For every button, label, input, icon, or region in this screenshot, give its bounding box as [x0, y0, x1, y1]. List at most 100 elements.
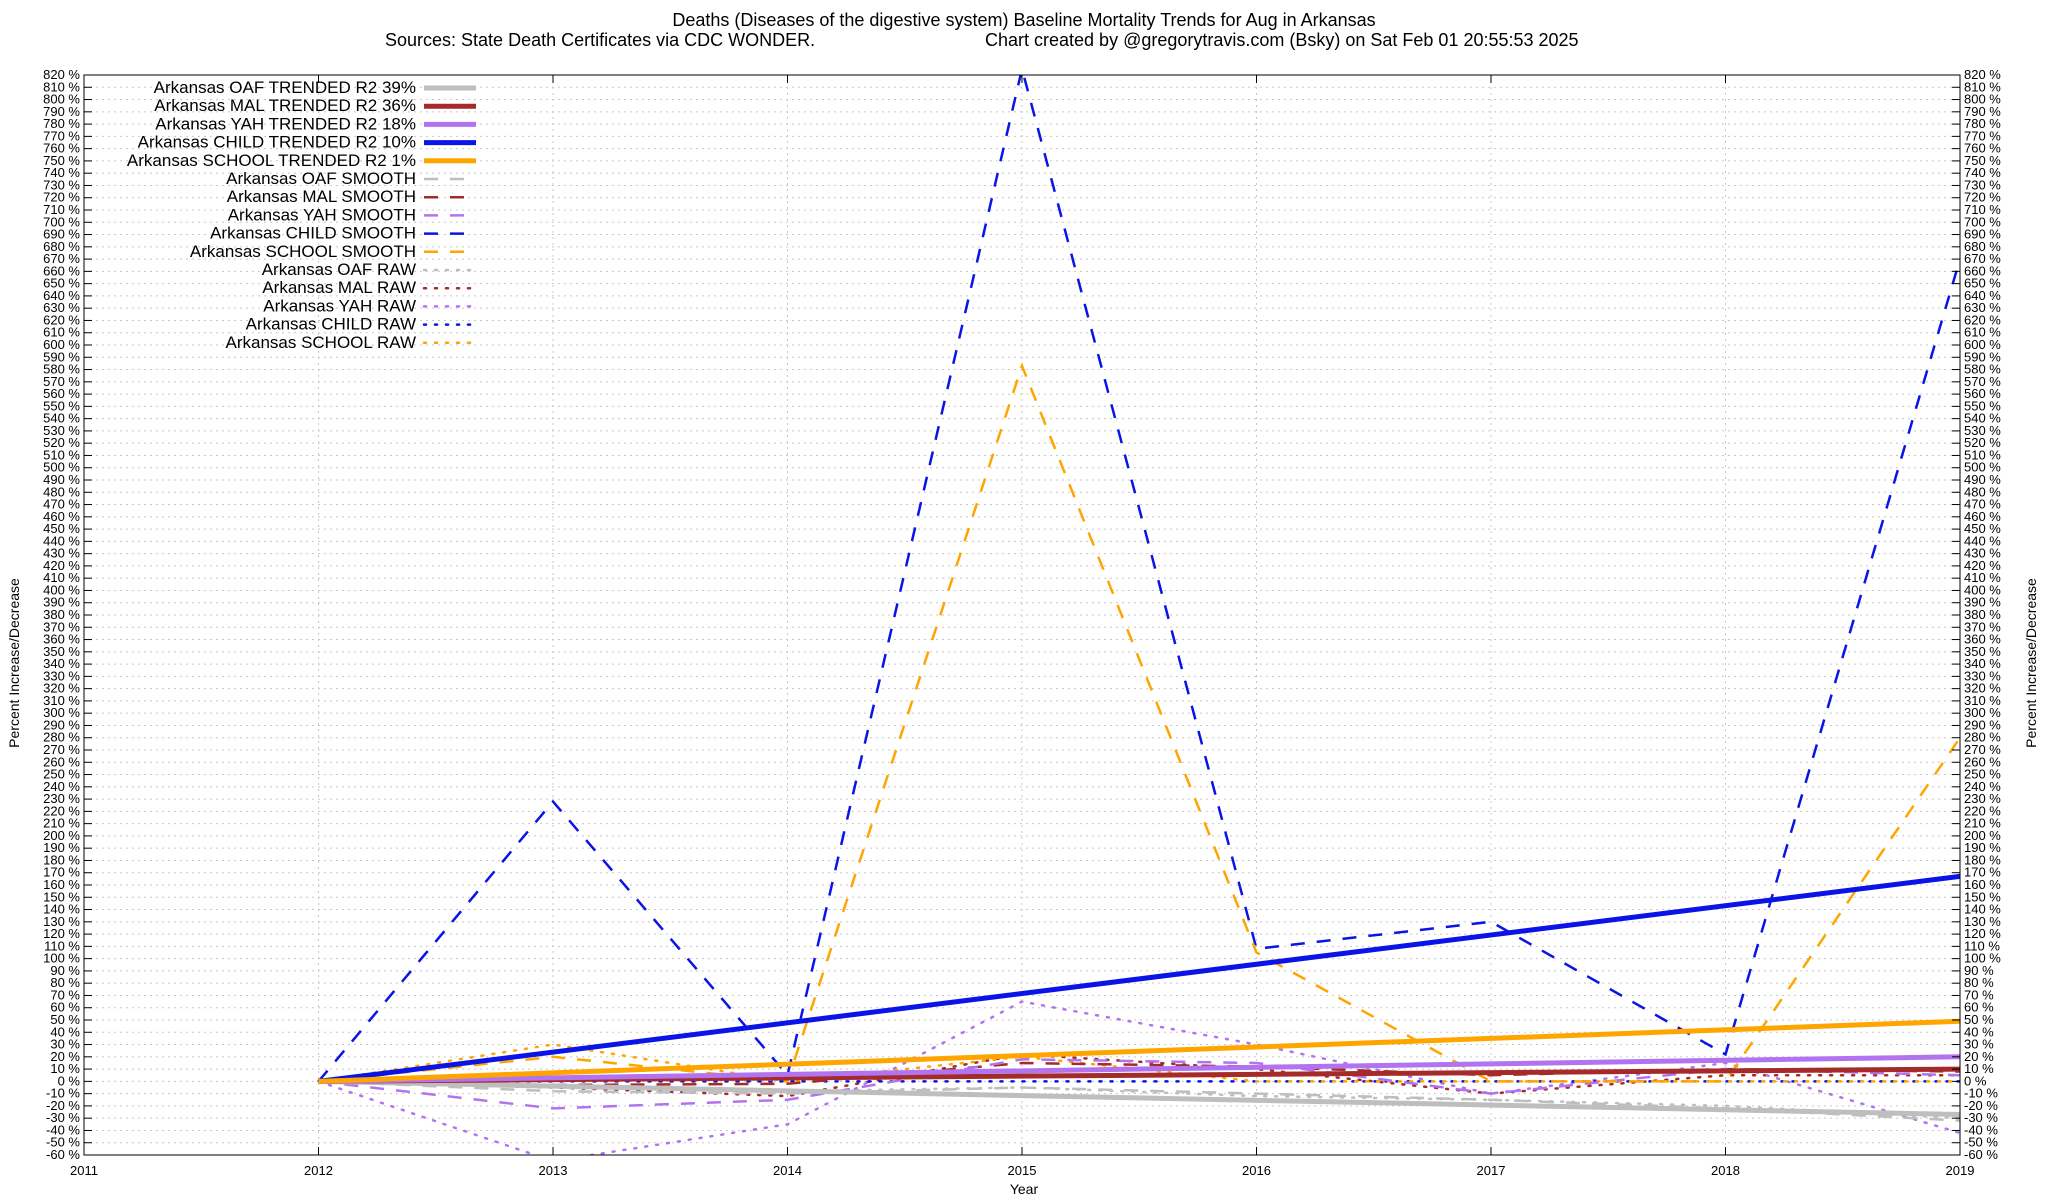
legend-label: Arkansas YAH SMOOTH [228, 205, 416, 224]
legend-label: Arkansas MAL RAW [262, 278, 416, 297]
y-tick-label: 100 % [43, 951, 80, 966]
series-mal-raw [317, 1053, 1960, 1098]
y-tick-label: 90 % [50, 963, 80, 978]
y-tick-label: 110 % [44, 938, 80, 953]
chart-subtitle-right: Chart created by @gregorytravis.com (Bsk… [985, 30, 1579, 50]
y-tick-label-right: 760 % [1964, 141, 2001, 156]
y-tick-label-right: 630 % [1964, 300, 2001, 315]
y-tick-label-right: 310 % [1964, 693, 2001, 708]
y-tick-label: 240 % [43, 779, 80, 794]
legend-label: Arkansas OAF TRENDED R2 39% [154, 78, 416, 97]
y-axis-label-left: Percent Increase/Decrease [6, 578, 22, 748]
y-tick-label-right: 540 % [1964, 411, 2001, 426]
y-tick-label-right: 810 % [1964, 79, 2001, 94]
y-tick-label: 600 % [43, 337, 80, 352]
series-oaf-trend [318, 1078, 1960, 1117]
y-tick-label: 410 % [43, 570, 80, 585]
y-tick-label-right: 230 % [1964, 791, 2001, 806]
legend-label: Arkansas CHILD TRENDED R2 10% [138, 133, 416, 152]
chart-title: Deaths (Diseases of the digestive system… [672, 10, 1375, 30]
y-tick-label: 280 % [43, 730, 80, 745]
y-tick-label-right: 240 % [1964, 779, 2001, 794]
legend-label: Arkansas CHILD SMOOTH [210, 224, 416, 243]
x-tick-label: 2019 [1946, 1163, 1975, 1178]
y-tick-label: 690 % [43, 227, 80, 242]
series-school-trend [318, 1018, 1960, 1084]
y-tick-label: 200 % [43, 828, 80, 843]
y-tick-label-right: 210 % [1964, 816, 2001, 831]
y-tick-label: 300 % [43, 705, 80, 720]
y-tick-label: 780 % [43, 116, 80, 131]
y-tick-label: 500 % [43, 460, 80, 475]
y-tick-label-right: 670 % [1964, 251, 2001, 266]
y-tick-label-right: 530 % [1964, 423, 2001, 438]
axes-layer: -60 % -60 %-50 % -50 %-40 % -40 %-30 % -30 %… [43, 67, 2001, 1178]
y-tick-label: 440 % [43, 533, 80, 548]
y-tick-label-right: 730 % [1964, 177, 2001, 192]
series-child-trend [318, 873, 1960, 1084]
legend-label: Arkansas OAF SMOOTH [226, 169, 416, 188]
y-tick-label-right: 500 % [1964, 460, 2001, 475]
y-tick-label-right: 550 % [1964, 398, 2001, 413]
y-tick-label-right: -30 % [1964, 1110, 1998, 1125]
y-tick-label: 570 % [43, 374, 80, 389]
x-tick-label: 2016 [1242, 1163, 1271, 1178]
legend-label: Arkansas YAH TRENDED R2 18% [155, 114, 416, 133]
y-tick-label: 820 % [43, 67, 80, 82]
y-tick-label: 800 % [43, 92, 80, 107]
y-tick-label-right: 720 % [1964, 190, 2001, 205]
y-tick-label-right: 90 % [1964, 963, 1994, 978]
y-tick-label-right: 400 % [1964, 582, 2001, 597]
y-tick-label-right: 710 % [1964, 202, 2001, 217]
y-tick-label: 60 % [50, 1000, 80, 1015]
y-tick-label: 130 % [43, 914, 80, 929]
y-tick-label: 70 % [50, 987, 80, 1002]
y-tick-label-right: 170 % [1964, 865, 2001, 880]
x-axis-label: Year [1010, 1181, 1039, 1197]
y-tick-label: 190 % [43, 840, 80, 855]
series-yah-trend [318, 1054, 1960, 1084]
y-tick-label: 380 % [43, 607, 80, 622]
y-tick-label: 310 % [43, 693, 80, 708]
y-tick-label-right: 200 % [1964, 828, 2001, 843]
y-tick-label-right: 750 % [1964, 153, 2001, 168]
y-tick-label: -30 % [46, 1110, 80, 1125]
y-tick-label: 430 % [43, 546, 80, 561]
y-tick-label: 320 % [43, 681, 80, 696]
y-tick-label-right: 350 % [1964, 644, 2001, 659]
y-tick-label-right: 220 % [1964, 803, 2001, 818]
y-tick-label-right: 60 % [1964, 1000, 1994, 1015]
x-tick-label: 2011 [70, 1163, 98, 1178]
y-tick-label: 80 % [50, 975, 80, 990]
y-tick-label-right: 470 % [1964, 497, 2001, 512]
y-tick-label: 810 % [43, 79, 80, 94]
y-tick-label-right: 180 % [1964, 852, 2001, 867]
legend-label: Arkansas CHILD RAW [246, 315, 416, 334]
y-tick-label: 700 % [43, 214, 80, 229]
y-tick-label: 640 % [43, 288, 80, 303]
y-tick-label: 170 % [43, 865, 80, 880]
y-tick-label: 140 % [43, 902, 80, 917]
y-tick-label: 120 % [43, 926, 80, 941]
y-tick-label-right: 280 % [1964, 730, 2001, 745]
y-tick-label-right: 140 % [1964, 902, 2001, 917]
x-tick-label: 2018 [1711, 1163, 1740, 1178]
y-tick-label-right: 510 % [1964, 447, 2001, 462]
y-tick-label-right: 690 % [1964, 227, 2001, 242]
legend-label: Arkansas OAF RAW [262, 260, 416, 279]
y-tick-label: 630 % [43, 300, 80, 315]
y-tick-label-right: 340 % [1964, 656, 2001, 671]
y-tick-label-right: 100 % [1964, 951, 2001, 966]
y-tick-label-right: 380 % [1964, 607, 2001, 622]
y-tick-label-right: 300 % [1964, 705, 2001, 720]
y-tick-label-right: 770 % [1964, 128, 2001, 143]
y-tick-label: 540 % [43, 411, 80, 426]
y-tick-label: 450 % [43, 521, 80, 536]
y-tick-label: 790 % [43, 104, 80, 119]
y-tick-label-right: 290 % [1964, 717, 2001, 732]
y-tick-label-right: 590 % [1964, 349, 2001, 364]
y-tick-label: 180 % [43, 852, 80, 867]
y-tick-label: 590 % [43, 349, 80, 364]
